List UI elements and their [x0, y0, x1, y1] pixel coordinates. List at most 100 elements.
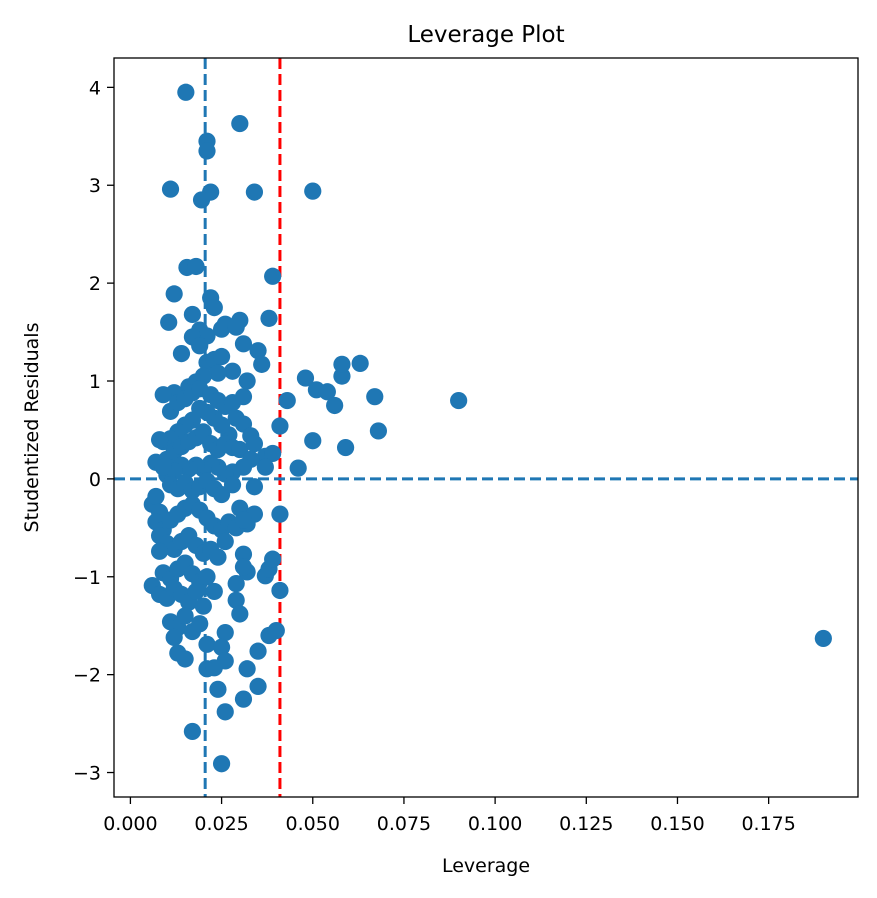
data-point: [231, 605, 249, 623]
data-point: [264, 267, 282, 285]
data-point: [165, 285, 183, 303]
data-point: [256, 458, 274, 476]
data-point: [187, 257, 205, 276]
data-point: [296, 369, 315, 387]
data-point: [336, 438, 355, 457]
data-point: [172, 345, 191, 363]
x-tick-label: 0.075: [377, 813, 431, 835]
data-point: [191, 337, 209, 355]
data-point: [154, 458, 172, 476]
data-point: [161, 180, 180, 198]
y-tick-label: 4: [89, 77, 101, 99]
data-point: [194, 597, 212, 615]
data-point: [289, 459, 307, 477]
data-point: [238, 372, 256, 390]
y-tick-label: 0: [89, 469, 101, 491]
data-point: [249, 677, 267, 695]
data-point: [271, 581, 289, 600]
data-point: [227, 591, 245, 609]
data-point: [154, 386, 172, 404]
data-point: [450, 391, 468, 410]
data-point: [192, 191, 211, 209]
data-point: [183, 722, 202, 741]
data-point: [198, 142, 216, 160]
data-point: [333, 355, 351, 373]
data-point: [212, 638, 231, 656]
data-point: [234, 558, 253, 576]
data-point: [209, 364, 227, 382]
x-tick-label: 0.175: [741, 813, 795, 835]
plot-frame: [113, 57, 859, 798]
data-point: [253, 355, 271, 373]
data-point: [205, 582, 223, 601]
data-point: [177, 83, 195, 101]
y-tick-label: −1: [73, 567, 101, 589]
x-tick-label: 0.100: [468, 813, 522, 835]
data-point: [205, 298, 223, 317]
data-point: [216, 623, 234, 642]
data-point: [165, 628, 183, 647]
data-point: [150, 542, 169, 560]
data-point: [369, 422, 388, 440]
data-point: [227, 318, 245, 336]
data-point: [318, 383, 336, 401]
data-point: [231, 440, 249, 459]
data-point: [234, 388, 253, 406]
y-tick-label: 2: [89, 273, 101, 295]
data-point: [304, 432, 322, 450]
data-point: [150, 431, 169, 449]
data-point: [212, 755, 231, 773]
data-point: [249, 642, 267, 660]
x-tick-label: 0.000: [103, 813, 157, 835]
data-point: [234, 690, 253, 708]
data-point: [264, 444, 282, 463]
y-tick-label: −2: [73, 665, 101, 687]
data-point: [212, 347, 231, 366]
data-point: [198, 635, 216, 653]
data-point: [245, 478, 264, 496]
y-tick-label: 1: [89, 371, 101, 393]
y-axis-title: Studentized Residuals: [21, 323, 43, 533]
y-tick-label: −3: [73, 763, 101, 785]
data-point: [198, 568, 216, 586]
data-point: [366, 388, 384, 406]
x-tick-label: 0.125: [559, 813, 613, 835]
data-point: [267, 622, 285, 640]
data-point: [238, 660, 256, 678]
x-tick-label: 0.025: [194, 813, 248, 835]
data-point: [227, 575, 245, 593]
data-point: [187, 582, 205, 601]
data-point: [147, 487, 165, 506]
data-point: [191, 615, 209, 633]
scatter-points: [143, 83, 832, 773]
x-axis-ticks: 0.000 0.025 0.050 0.075 0.100 0.125 0.150 0.175: [103, 797, 796, 835]
data-point: [209, 548, 227, 566]
data-point: [326, 396, 344, 415]
data-point: [249, 342, 267, 360]
x-tick-label: 0.150: [650, 813, 704, 835]
y-axis-ticks: −3 −2 −1 0 1 2 3 4: [73, 77, 114, 785]
data-point: [209, 680, 227, 698]
data-point: [234, 545, 253, 563]
data-point: [216, 532, 234, 551]
y-tick-label: 3: [89, 175, 101, 197]
data-point: [245, 183, 264, 201]
data-point: [223, 362, 242, 380]
data-point: [304, 182, 322, 200]
data-point: [264, 550, 282, 568]
data-point: [160, 313, 178, 331]
data-point: [260, 309, 278, 327]
data-point: [271, 505, 289, 523]
data-point: [271, 417, 289, 435]
data-point: [216, 703, 234, 721]
chart-title: Leverage Plot: [407, 22, 564, 48]
data-point: [814, 629, 832, 648]
data-point: [176, 650, 194, 668]
data-point: [176, 607, 194, 625]
data-point: [234, 335, 253, 353]
data-point: [223, 476, 242, 494]
data-point: [245, 435, 264, 453]
data-point: [234, 511, 253, 529]
